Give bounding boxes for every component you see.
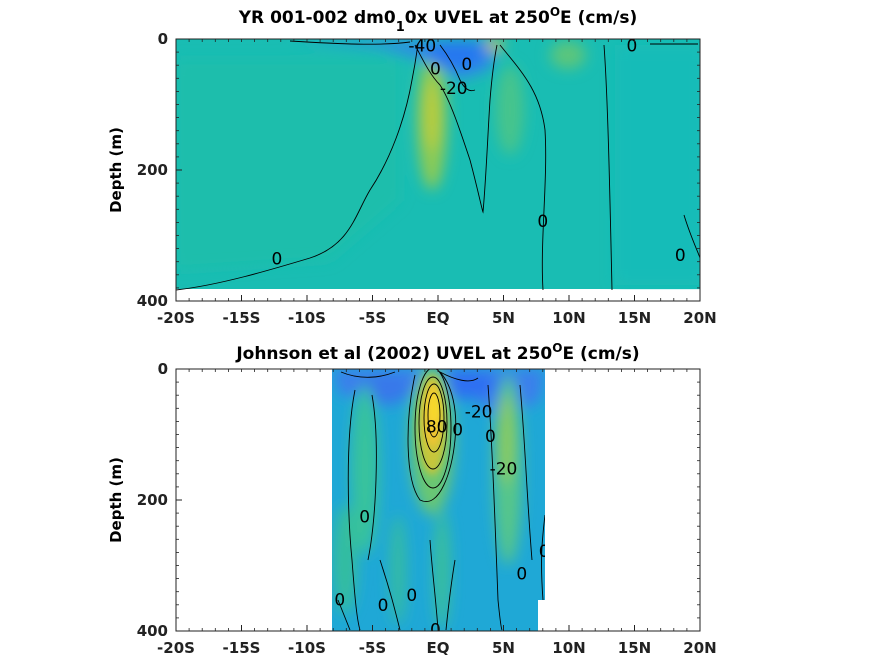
contour-label: 0 (271, 249, 282, 269)
x-tick-label: 5N (492, 639, 515, 656)
x-tick-label: EQ (427, 309, 450, 327)
contour-label: 0 (378, 596, 389, 616)
contour-label: 0 (461, 55, 472, 75)
x-tick-label: -20S (157, 639, 195, 656)
contour-label: 0 (334, 591, 345, 611)
y-tick-label: 200 (137, 161, 168, 179)
contour-label: 0 (626, 37, 637, 57)
panel-2-contours (337, 369, 545, 631)
contour-label: -40 (408, 37, 436, 57)
x-tick-label: -5S (359, 309, 386, 327)
panel-1-axes: -20S -15S -10S -5S EQ 5N 10N 15N 20N 0 200 400 (137, 30, 717, 327)
contour-label: 0 (539, 542, 550, 562)
x-tick-label: -15S (223, 309, 261, 327)
y-tick-label: 0 (158, 30, 168, 48)
x-tick-label: -15S (223, 639, 261, 656)
contour-label: 0 (516, 564, 527, 584)
x-tick-label: EQ (427, 639, 450, 656)
y-tick-label: 0 (158, 360, 168, 378)
x-tick-label: 5N (492, 309, 515, 327)
y-tick-label: 400 (137, 292, 168, 310)
y-tick-label: 200 (137, 491, 168, 509)
panel-2-title: Johnson et al (2002) UVEL at 250OE (cm/s… (235, 341, 639, 364)
panel-1-title: YR 001-002 dm010x UVEL at 250OE (cm/s) (238, 5, 637, 35)
contour-label: 0 (675, 246, 686, 266)
panel-1-y-axis-label: Depth (m) (107, 127, 125, 213)
x-tick-label: 20N (683, 309, 716, 327)
panel-2-axes: -20S -15S -10S -5S EQ 5N 10N 15N 20N 0 200 400 (137, 360, 717, 656)
x-tick-label: 10N (552, 639, 585, 656)
x-tick-label: 15N (618, 639, 651, 656)
panel-1: YR 001-002 dm010x UVEL at 250OE (cm/s) (107, 5, 717, 327)
contour-label: 0 (452, 420, 463, 440)
contour-label: -20 (490, 460, 518, 480)
contour-label: -20 (440, 79, 468, 99)
panel-2-y-axis-label: Depth (m) (107, 457, 125, 543)
contour-label: 80 (426, 418, 448, 438)
x-tick-label: -20S (157, 309, 195, 327)
contour-label: 0 (359, 507, 370, 527)
contour-label: 0 (430, 59, 441, 79)
contour-label: 0 (406, 586, 417, 606)
x-tick-label: -10S (288, 639, 326, 656)
x-tick-label: 15N (618, 309, 651, 327)
contour-label: 0 (537, 212, 548, 232)
contour-label: 0 (430, 621, 441, 641)
panel-1-contours (176, 40, 700, 291)
x-tick-label: 20N (683, 639, 716, 656)
panel-2: Johnson et al (2002) UVEL at 250OE (cm/s… (107, 341, 717, 656)
x-tick-label: -10S (288, 309, 326, 327)
contour-label: 0 (485, 427, 496, 447)
y-tick-label: 400 (137, 622, 168, 640)
x-tick-label: -5S (359, 639, 386, 656)
x-tick-label: 10N (552, 309, 585, 327)
contour-label: -20 (465, 403, 493, 423)
